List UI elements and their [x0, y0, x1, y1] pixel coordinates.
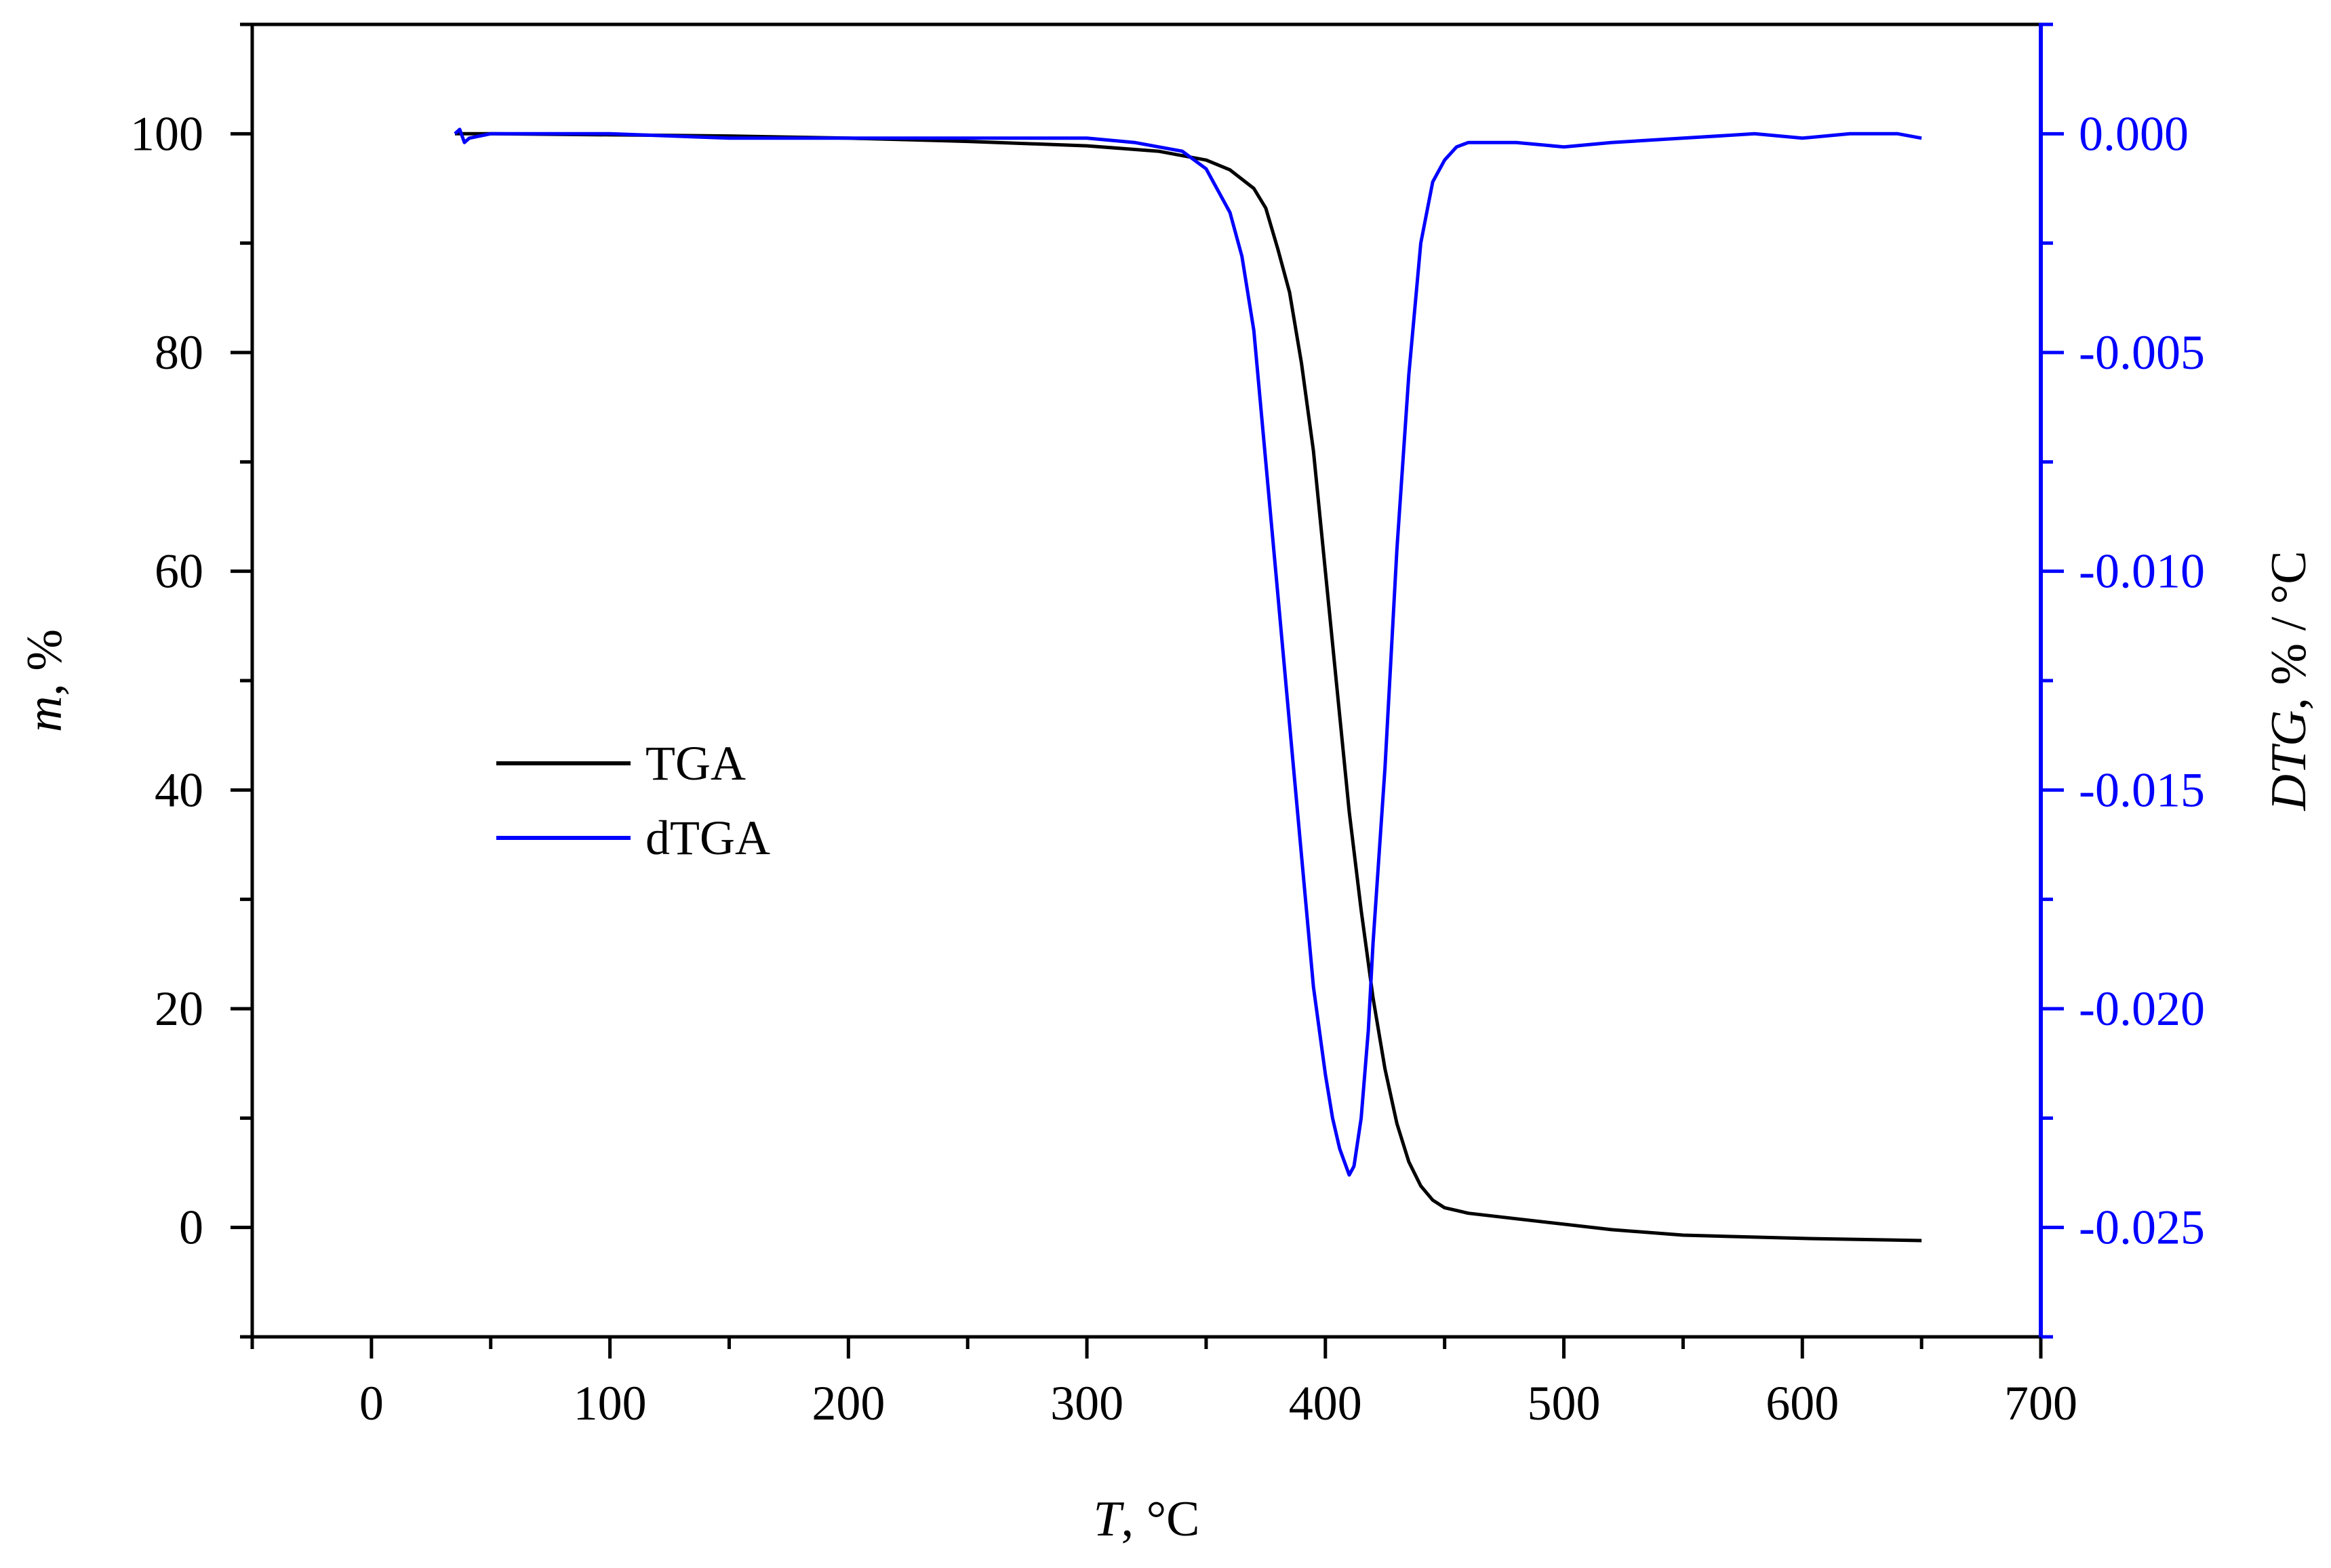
x-tick-label: 300 — [1050, 1376, 1123, 1430]
x-axis-title-rest: , °C — [1121, 1491, 1200, 1547]
y-left-tick-label: 100 — [130, 106, 203, 161]
legend-label-dtga: dTGA — [645, 811, 770, 865]
y-right-tick-label: -0.025 — [2079, 1201, 2205, 1255]
y-left-axis-ticks: 0 20 40 60 80 100 — [130, 22, 252, 1339]
y-left-tick-label: 60 — [155, 544, 203, 599]
legend: TGA dTGA — [496, 736, 770, 865]
legend-label-tga: TGA — [645, 736, 746, 790]
y-right-axis-ticks: 0.000 -0.005 -0.010 -0.015 -0.020 -0.025 — [2041, 22, 2205, 1339]
x-tick-label: 200 — [812, 1376, 885, 1430]
y-right-tick-label: -0.010 — [2079, 544, 2205, 599]
y-right-tick-label: 0.000 — [2079, 106, 2189, 161]
x-tick-label: 600 — [1766, 1376, 1839, 1430]
x-tick-label: 400 — [1289, 1376, 1362, 1430]
y-left-tick-label: 80 — [155, 325, 203, 380]
x-tick-label: 0 — [359, 1376, 384, 1430]
y-right-tick-label: -0.015 — [2079, 763, 2205, 817]
x-axis-title-italic: T — [1093, 1491, 1124, 1547]
y-right-axis-title-rest: , % / °C — [2261, 550, 2317, 710]
plot-frame — [250, 22, 2043, 1339]
x-axis-ticks: 0 100 200 300 400 500 600 700 — [250, 1337, 2077, 1430]
x-axis-title: T, °C — [1093, 1491, 1199, 1547]
x-tick-label: 100 — [574, 1376, 647, 1430]
y-right-axis-title: DTG, % / °C — [2261, 550, 2317, 811]
series-line-dtga — [454, 127, 1922, 1177]
y-left-axis-title-italic: m — [17, 696, 73, 732]
y-left-axis-title: m, % — [17, 629, 73, 732]
y-left-tick-label: 0 — [179, 1201, 203, 1255]
y-right-tick-label: -0.005 — [2079, 325, 2205, 380]
x-tick-label: 500 — [1528, 1376, 1601, 1430]
y-left-tick-label: 20 — [155, 982, 203, 1036]
series-line-tga — [455, 132, 1922, 1243]
y-left-tick-label: 40 — [155, 763, 203, 817]
series-group — [454, 127, 1922, 1243]
y-right-tick-label: -0.020 — [2079, 982, 2205, 1036]
y-right-axis-title-italic: DTG — [2261, 710, 2317, 811]
y-left-axis-title-rest: , % — [17, 629, 73, 696]
x-tick-label: 700 — [2004, 1376, 2077, 1430]
